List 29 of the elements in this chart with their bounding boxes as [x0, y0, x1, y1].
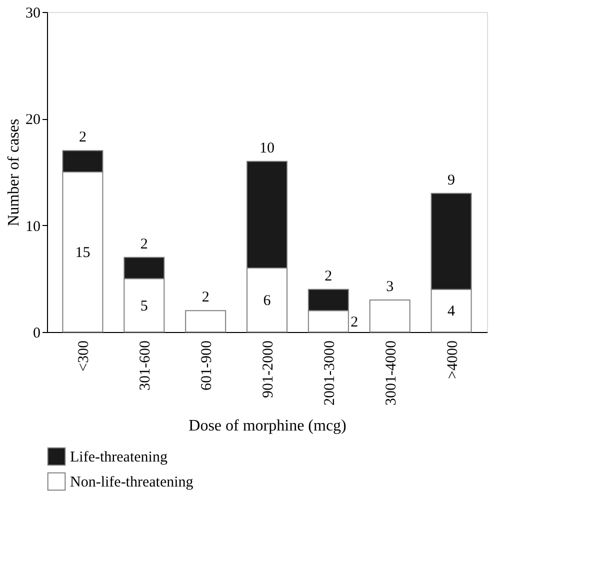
data-label: 2: [324, 268, 332, 284]
data-label: 15: [75, 245, 90, 261]
data-label: 2: [140, 236, 148, 252]
data-label: 9: [448, 172, 456, 188]
x-tick-label: <300: [76, 340, 92, 372]
data-label: 2: [350, 314, 358, 330]
bar: [185, 310, 226, 332]
y-axis-title: Number of cases: [6, 118, 22, 226]
data-label: 2: [202, 290, 210, 306]
x-tick-label: >4000: [444, 340, 461, 379]
x-tick-label: 3001-4000: [383, 340, 400, 406]
x-tick-label: 601-900: [199, 340, 216, 390]
x-tick-label: 2001-3000: [322, 340, 338, 406]
x-tick-label: 901-2000: [260, 340, 276, 398]
y-tick-label: 20: [26, 112, 40, 128]
y-tick-label: 10: [26, 218, 40, 235]
legend-label: Non-life-threatening: [70, 474, 194, 490]
x-axis-title: Dose of morphine (mcg): [188, 417, 346, 434]
y-tick-label: 0: [33, 326, 40, 342]
data-label: 6: [263, 293, 272, 309]
x-tick-label: 301-600: [138, 340, 154, 390]
data-label: 5: [140, 298, 148, 314]
data-label: 4: [448, 304, 456, 320]
data-label: 2: [78, 130, 86, 146]
data-label: 3: [386, 279, 394, 295]
y-tick-label: 30: [26, 6, 40, 22]
bar: [369, 300, 410, 332]
data-label: 10: [260, 140, 274, 156]
legend-label: Life-threatening: [70, 450, 168, 466]
